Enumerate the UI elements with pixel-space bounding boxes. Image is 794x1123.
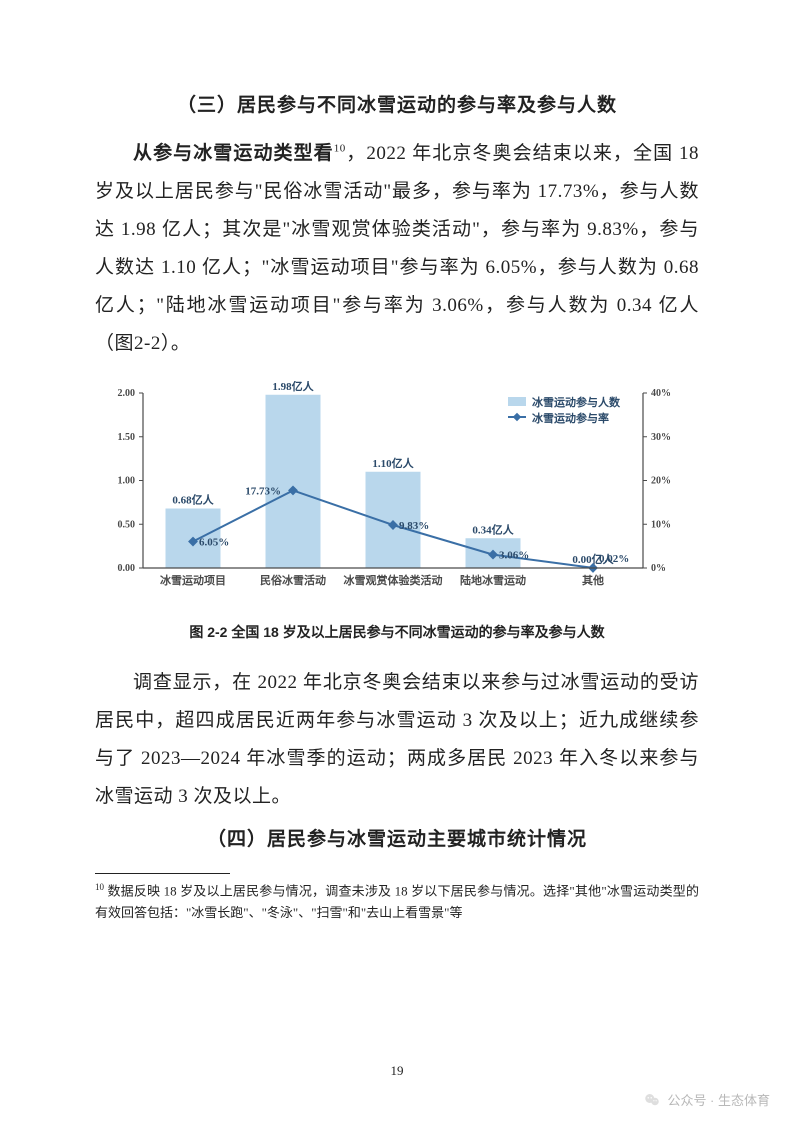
chart-caption: 图 2-2 全国 18 岁及以上居民参与不同冰雪运动的参与率及参与人数 <box>95 622 699 642</box>
svg-text:1.10亿人: 1.10亿人 <box>372 456 414 470</box>
section-heading-3: （三）居民参与不同冰雪运动的参与率及参与人数 <box>95 90 699 117</box>
footnote-ref-10: 10 <box>334 143 346 155</box>
footnote-text: 数据反映 18 岁及以上居民参与情况，调查未涉及 18 岁以下居民参与情况。选择… <box>95 883 699 919</box>
wechat-watermark: 公众号 · 生态体育 <box>643 1090 770 1109</box>
svg-text:冰雪运动项目: 冰雪运动项目 <box>160 573 226 587</box>
svg-text:陆地冰雪运动: 陆地冰雪运动 <box>460 573 526 587</box>
paragraph-2: 调查显示，在 2022 年北京冬奥会结束以来参与过冰雪运动的受访居民中，超四成居… <box>95 664 699 816</box>
svg-text:民俗冰雪活动: 民俗冰雪活动 <box>260 573 326 587</box>
svg-text:0.50: 0.50 <box>118 519 136 530</box>
watermark-text: 公众号 · 生态体育 <box>667 1090 770 1109</box>
chart-svg: 0.00 0.50 1.00 1.50 2.00 0% 10% 20% 30% 40% 0.68亿人… <box>95 381 695 616</box>
svg-text:3.06%: 3.06% <box>499 550 529 562</box>
svg-text:冰雪运动参与人数: 冰雪运动参与人数 <box>532 395 621 409</box>
svg-text:其他: 其他 <box>582 573 604 587</box>
footnote-separator <box>95 873 230 874</box>
svg-text:0.68亿人: 0.68亿人 <box>172 493 214 507</box>
svg-text:17.73%: 17.73% <box>245 485 281 497</box>
svg-text:0%: 0% <box>651 563 666 574</box>
svg-text:20%: 20% <box>651 476 671 487</box>
svg-text:2.00: 2.00 <box>118 388 136 399</box>
wechat-icon <box>643 1091 661 1109</box>
svg-text:6.05%: 6.05% <box>199 537 229 549</box>
svg-text:0.34亿人: 0.34亿人 <box>472 522 514 536</box>
svg-text:冰雪观赏体验类活动: 冰雪观赏体验类活动 <box>344 573 443 587</box>
svg-text:10%: 10% <box>651 519 671 530</box>
svg-text:30%: 30% <box>651 432 671 443</box>
svg-text:9.83%: 9.83% <box>399 520 429 532</box>
paragraph-1: 从参与冰雪运动类型看10，2022 年北京冬奥会结束以来，全国 18 岁及以上居… <box>95 135 699 363</box>
svg-text:40%: 40% <box>651 388 671 399</box>
svg-text:冰雪运动参与率: 冰雪运动参与率 <box>532 411 609 425</box>
para1-body: ，2022 年北京冬奥会结束以来，全国 18 岁及以上居民参与"民俗冰雪活动"最… <box>95 143 699 354</box>
page-number: 19 <box>0 1063 794 1079</box>
footnote-num: 10 <box>95 882 104 892</box>
svg-text:0.00: 0.00 <box>118 563 136 574</box>
svg-text:1.00: 1.00 <box>118 476 136 487</box>
section-heading-4: （四）居民参与冰雪运动主要城市统计情况 <box>95 824 699 851</box>
svg-text:1.98亿人: 1.98亿人 <box>272 381 314 393</box>
svg-text:1.50: 1.50 <box>118 432 136 443</box>
para1-lead: 从参与冰雪运动类型看 <box>133 143 334 164</box>
svg-text:0.02%: 0.02% <box>599 553 629 565</box>
chart-2-2: 0.00 0.50 1.00 1.50 2.00 0% 10% 20% 30% 40% 0.68亿人… <box>95 381 699 616</box>
footnote-10: 10 数据反映 18 岁及以上居民参与情况，调查未涉及 18 岁以下居民参与情况… <box>95 880 699 923</box>
